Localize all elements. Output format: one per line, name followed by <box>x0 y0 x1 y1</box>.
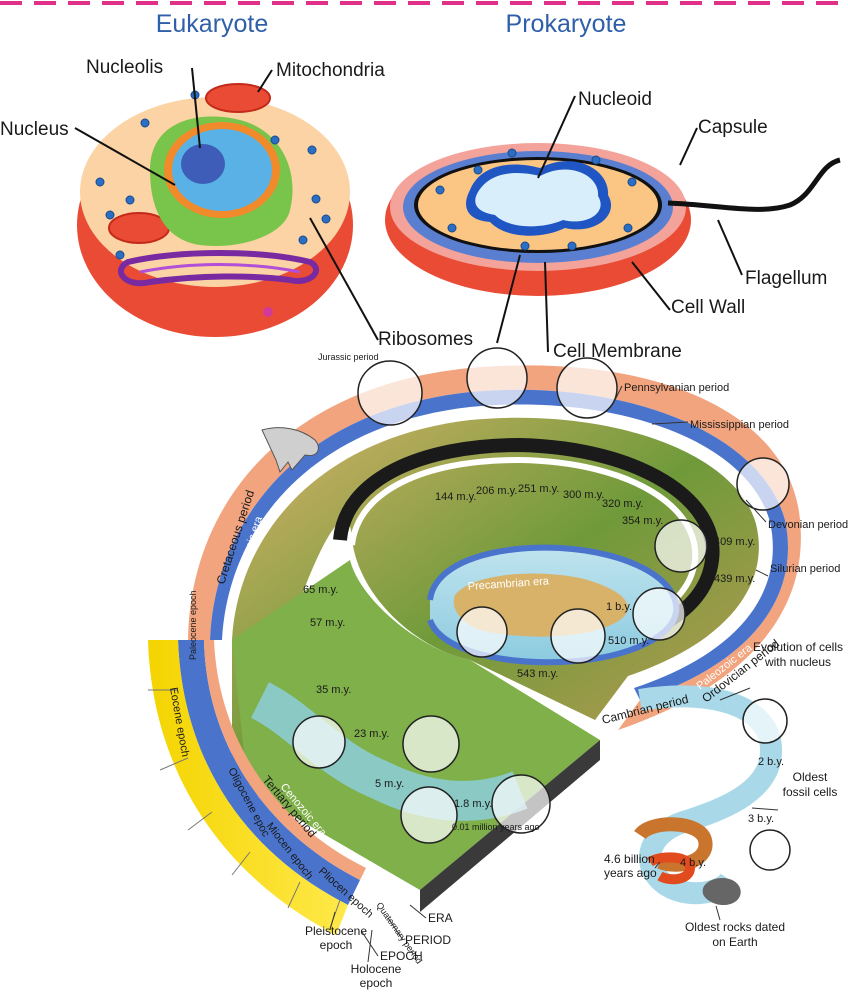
age-409: 409 m.y. <box>714 536 755 548</box>
epoch-fan <box>148 640 348 935</box>
eukaryote-ribosomes <box>95 90 331 260</box>
age-354: 354 m.y. <box>622 515 663 527</box>
mitochondrion-top <box>205 83 271 113</box>
flagellum <box>667 157 841 212</box>
label-holocene-epoch: Holocene epoch <box>351 962 402 990</box>
label-ribosomes: Ribosomes <box>378 329 473 350</box>
label-oldest-fossil: Oldest fossil cells <box>783 770 838 799</box>
label-evolution-nucleus: Evolution of cells with nucleus <box>753 640 843 669</box>
timeline-leader-lines <box>329 385 779 963</box>
prokaryote-cell <box>385 143 841 296</box>
fossil-human <box>491 774 551 834</box>
label-mississippian-period: Mississippian period <box>690 419 789 431</box>
nucleolus <box>181 144 225 184</box>
geologic-time-spiral <box>148 347 801 935</box>
fossil-devonian-fish <box>736 457 790 511</box>
label-precambrian-era: Precambrian era <box>467 575 550 593</box>
label-nucleus: Nucleus <box>0 119 69 140</box>
theropod-dinosaur <box>261 427 319 474</box>
legend-period: PERIOD <box>405 933 451 947</box>
legend-epoch: EPOCH <box>380 949 423 963</box>
label-oldest-rocks: Oldest rocks dated on Earth <box>685 920 785 949</box>
fossil-nucleus-cell <box>742 698 788 744</box>
legend-era: ERA <box>428 911 453 925</box>
age-57: 57 m.y. <box>310 617 345 629</box>
age-0-01: 0.01 million years ago <box>452 822 540 832</box>
age-300: 300 m.y. <box>563 489 604 501</box>
label-jurassic-period: Jurassic period <box>318 352 379 362</box>
label-paleocene-epoch: Paleocene epoch <box>188 590 198 660</box>
age-510: 510 m.y. <box>608 635 649 647</box>
early-earth-spiral <box>638 685 783 905</box>
fossil-silurian <box>654 519 708 573</box>
age-1-by: 1 b.y. <box>606 601 632 613</box>
fossil-cambrian <box>456 606 508 658</box>
age-251: 251 m.y. <box>518 483 559 495</box>
age-439: 439 m.y. <box>714 573 755 585</box>
age-23: 23 m.y. <box>354 728 389 740</box>
cell-leader-lines <box>74 67 743 353</box>
label-capsule: Capsule <box>698 117 768 138</box>
age-35: 35 m.y. <box>316 684 351 696</box>
fossil-horse <box>402 715 460 773</box>
fossil-trilobite <box>550 608 606 664</box>
prokaryote-title: Prokaryote <box>506 10 627 38</box>
fossil-mammal <box>292 715 346 769</box>
fossil-ammonite <box>632 587 686 641</box>
age-1-8: 1.8 m.y. <box>454 798 492 810</box>
fossil-circles <box>292 347 791 871</box>
age-3-by: 3 b.y. <box>748 813 774 825</box>
age-65: 65 m.y. <box>303 584 338 596</box>
age-144: 144 m.y. <box>435 491 476 503</box>
age-206: 206 m.y. <box>476 485 517 497</box>
age-543: 543 m.y. <box>517 668 558 680</box>
label-cell-wall: Cell Wall <box>671 297 745 318</box>
prokaryote-ribosomes <box>435 148 637 251</box>
fossil-mammoth <box>400 786 458 844</box>
label-flagellum: Flagellum <box>745 268 827 289</box>
label-pleistocene-epoch: Pleistocene epoch <box>305 924 367 952</box>
mitochondrion-left <box>108 212 170 244</box>
period-fan <box>204 640 366 880</box>
age-4-by: 4 b.y. <box>680 857 706 869</box>
era-fan <box>178 640 360 905</box>
label-cell-membrane: Cell Membrane <box>553 341 682 362</box>
label-devonian-period: Devonian period <box>768 519 848 531</box>
age-320: 320 m.y. <box>602 498 643 510</box>
label-mitochondria: Mitochondria <box>276 60 385 81</box>
eukaryote-cell <box>77 83 353 337</box>
label-pennsylvanian-period: Pennsylvanian period <box>624 382 729 394</box>
label-nucleoid: Nucleoid <box>578 89 652 110</box>
label-silurian-period: Silurian period <box>770 563 840 575</box>
fossil-jurassic-dinosaur <box>357 360 423 426</box>
golgi-apparatus <box>118 250 319 287</box>
label-nucleolis: Nucleolis <box>86 57 163 78</box>
label-4-6-billion: 4.6 billion years ago <box>604 852 657 880</box>
eukaryote-title: Eukaryote <box>156 10 269 38</box>
age-2-by: 2 b.y. <box>758 756 784 768</box>
fossil-jurassic-dinosaur-2 <box>466 347 528 409</box>
nucleoid <box>475 169 601 227</box>
fossil-dimetrodon <box>556 357 618 419</box>
age-5: 5 m.y. <box>375 778 404 790</box>
oldest-rock <box>702 877 741 906</box>
fossil-oldest-cell <box>749 829 791 871</box>
